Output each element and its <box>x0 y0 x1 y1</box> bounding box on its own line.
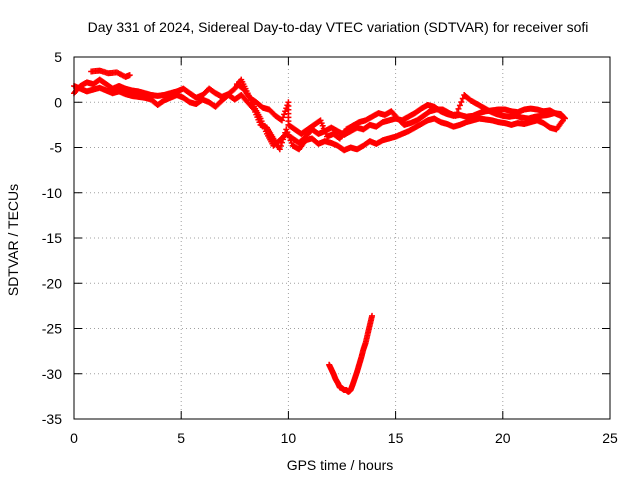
y-axis-label: SDTVAR / TECUs <box>5 184 21 296</box>
data-point <box>456 102 463 109</box>
y-tick-label: 5 <box>54 49 62 65</box>
x-tick-label: 25 <box>602 430 618 446</box>
y-tick-label: -15 <box>42 230 62 246</box>
chart-title: Day 331 of 2024, Sidereal Day-to-day VTE… <box>88 19 589 35</box>
x-tick-label: 15 <box>388 430 404 446</box>
x-tick-label: 20 <box>495 430 511 446</box>
y-tick-label: -25 <box>42 321 62 337</box>
y-tick-label: -5 <box>50 140 63 156</box>
data-point <box>281 111 288 118</box>
data-point <box>284 102 291 109</box>
data-point <box>278 117 285 124</box>
y-tick-label: -10 <box>42 185 62 201</box>
data-point <box>561 115 568 122</box>
x-tick-label: 0 <box>70 430 78 446</box>
data-point <box>281 133 288 140</box>
data-point <box>452 112 459 119</box>
data-point <box>282 108 289 115</box>
data-point <box>277 142 284 149</box>
x-tick-label: 10 <box>281 430 297 446</box>
data-point <box>458 98 465 105</box>
y-tick-label: 0 <box>54 94 62 110</box>
data-point <box>250 105 257 112</box>
data-marks <box>71 67 568 395</box>
y-tick-label: -20 <box>42 275 62 291</box>
data-point <box>278 139 285 146</box>
y-tick-label: -35 <box>42 411 62 427</box>
data-point <box>455 105 462 112</box>
tick-labels: 0 5 10 15 20 25 5 0 -5 -10 -15 -20 -25 -30 -35 <box>42 49 618 446</box>
data-point <box>454 109 461 116</box>
data-point <box>280 136 287 143</box>
data-point <box>276 146 283 153</box>
y-tick-label: -30 <box>42 366 62 382</box>
x-tick-label: 5 <box>177 430 185 446</box>
data-point <box>369 312 376 319</box>
axis-ticks <box>73 56 611 420</box>
data-point <box>126 72 133 79</box>
x-axis-label: GPS time / hours <box>287 457 394 473</box>
data-point <box>280 114 287 121</box>
